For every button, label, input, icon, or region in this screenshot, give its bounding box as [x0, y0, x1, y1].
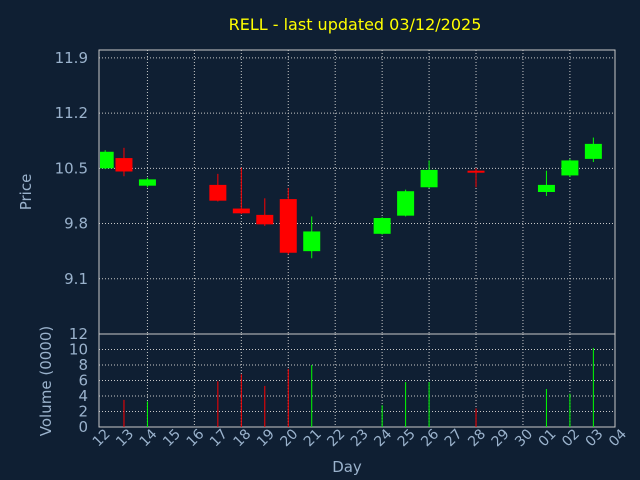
price-tick-label: 10.5 [55, 159, 88, 177]
volume-grid [99, 334, 615, 427]
candle-body [303, 231, 321, 252]
volume-tick-label: 8 [78, 356, 88, 374]
volume-tick-label: 0 [78, 418, 88, 436]
candle-body [420, 169, 438, 188]
price-tick-label: 11.2 [55, 104, 88, 122]
volume-tick-label: 10 [69, 341, 88, 359]
candle-body [138, 179, 156, 186]
candle-body [256, 214, 274, 225]
price-tick-label: 9.1 [64, 270, 88, 288]
candle-body [100, 151, 114, 169]
candle-body [279, 199, 297, 253]
candle-body [537, 184, 555, 192]
price-axis-label: Price [17, 174, 35, 211]
chart-title: RELL - last updated 03/12/2025 [229, 15, 482, 34]
volume-tick-label: 6 [78, 372, 88, 390]
candle-body [584, 143, 602, 159]
candle-body [397, 191, 415, 216]
price-tick-label: 11.9 [55, 49, 88, 67]
candle-body [373, 218, 391, 234]
x-axis-label: Day [332, 458, 362, 476]
candles [100, 137, 602, 259]
volume-tick-label: 12 [69, 325, 88, 343]
volume-bars [123, 347, 594, 427]
price-tick-label: 9.8 [64, 215, 88, 233]
candle-body [232, 208, 250, 214]
x-axis-ticks: 12 13 14 15 16 17 18 19 20 21 22 23 24 25 26 27 28 29 30 01… [90, 426, 630, 450]
volume-tick-label: 4 [78, 387, 88, 405]
candle-body [209, 184, 227, 201]
volume-axis-label: Volume (0000) [37, 326, 55, 436]
candle-body [115, 158, 133, 172]
price-y-ticks: 11.9 11.2 10.5 9.8 9.1 [55, 49, 88, 288]
candle-body [467, 170, 485, 173]
volume-tick-label: 2 [78, 403, 88, 421]
candle-body [561, 160, 579, 176]
